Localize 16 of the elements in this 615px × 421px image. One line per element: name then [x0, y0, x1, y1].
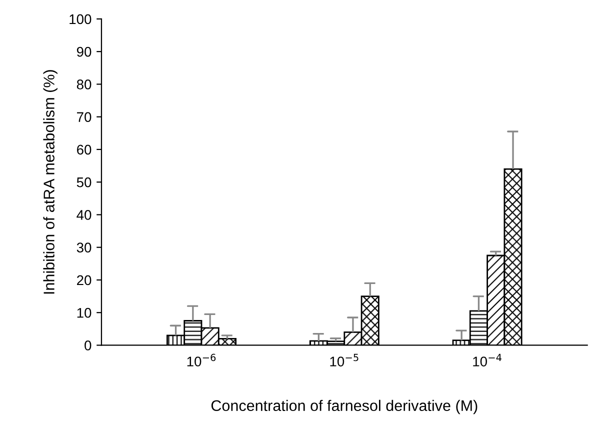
y-tick-label: 0 — [84, 340, 92, 350]
y-axis-title: Inhibition of atRA metabolism (%) — [43, 70, 58, 294]
y-tick-label: 10 — [77, 308, 92, 318]
x-axis-title: Concentration of farnesol derivative (M) — [211, 400, 478, 414]
y-tick-label: 50 — [76, 177, 92, 188]
y-tick-label: 100 — [70, 14, 92, 24]
y-tick-label: 70 — [77, 112, 92, 122]
y-tick-label: 80 — [76, 80, 92, 90]
y-tick-label: 20 — [77, 275, 92, 286]
y-tick-label: 30 — [76, 242, 92, 253]
y-tick-label: 90 — [76, 46, 92, 57]
x-tick-label: 10$^{−5}$ — [330, 354, 358, 366]
x-tick-label: 10$^{−4}$ — [473, 354, 502, 366]
x-tick-label: 10$^{−6}$ — [187, 354, 216, 366]
y-tick-label: 40 — [76, 210, 92, 220]
y-tick-label: 60 — [77, 144, 92, 155]
